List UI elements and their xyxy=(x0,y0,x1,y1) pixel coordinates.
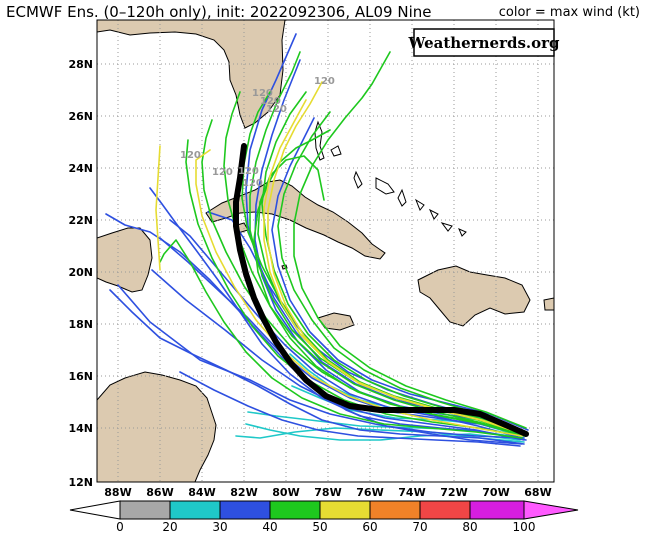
colorbar-segment-3 xyxy=(219,500,271,520)
latitude-labels: 28N 26N 24N 22N 20N 18N 16N 14N 12N xyxy=(68,58,93,489)
hour-label-5: 120 xyxy=(260,96,281,107)
lon-label-86w: 86W xyxy=(146,486,173,499)
ensemble-track xyxy=(267,81,525,435)
colorbar-segment-0 xyxy=(69,500,121,520)
colorbar-segment-9 xyxy=(523,500,579,520)
lon-label-82w: 82W xyxy=(230,486,257,499)
ensemble-track xyxy=(105,213,525,439)
colorbar-segment-6 xyxy=(369,500,421,520)
lon-label-84w: 84W xyxy=(188,486,215,499)
colorbar-segment-7 xyxy=(419,500,471,520)
hour-label-1: 120 xyxy=(180,150,201,161)
lat-label-24n: 24N xyxy=(68,162,93,175)
bahamas-islands xyxy=(314,120,467,237)
hour-label-4: 120 xyxy=(252,88,273,99)
ensemble-track xyxy=(277,111,523,431)
colorbar-tick-100: 100 xyxy=(513,520,536,533)
colorbar-tick-70: 70 xyxy=(412,520,427,533)
ensemble-track xyxy=(261,91,525,433)
puerto-rico-land xyxy=(543,297,554,311)
lat-label-20n: 20N xyxy=(68,266,93,279)
colorbar-segment-1 xyxy=(119,500,171,520)
ensemble-track xyxy=(293,51,527,429)
ensemble-track xyxy=(179,371,521,447)
ensemble-track xyxy=(185,139,525,437)
ensemble-track xyxy=(159,239,523,439)
ensemble-mean-track xyxy=(233,143,529,437)
brand-text: Weathernerds.org xyxy=(407,34,560,52)
wind-colorbar xyxy=(69,500,579,520)
ensemble-track xyxy=(249,51,523,433)
lon-label-68w: 68W xyxy=(524,486,551,499)
colorbar-tick-60: 60 xyxy=(362,520,377,533)
ensemble-track xyxy=(149,187,527,441)
colorbar-tick-50: 50 xyxy=(312,520,327,533)
colorbar-tick-30: 30 xyxy=(212,520,227,533)
forecast-hour-labels: 120 120 120 120 120 120 120 120 xyxy=(180,76,335,189)
colorbar-tick-labels: 0 20 30 40 50 60 70 80 100 xyxy=(116,520,535,533)
ensemble-track xyxy=(155,145,161,271)
ensemble-track xyxy=(109,289,525,445)
chart-title: ECMWF Ens. (0–120h only), init: 20220923… xyxy=(6,3,432,21)
lon-label-78w: 78W xyxy=(314,486,341,499)
lon-label-80w: 80W xyxy=(272,486,299,499)
lat-label-16n: 16N xyxy=(68,370,93,383)
brand-watermark: Weathernerds.org xyxy=(407,28,560,57)
hour-label-2: 120 xyxy=(212,167,233,178)
lat-label-12n: 12N xyxy=(68,476,93,489)
hour-label-7: 120 xyxy=(266,104,287,115)
longitude-labels: 88W 86W 84W 82W 80W 78W 76W 74W 72W 70W … xyxy=(104,486,551,499)
hour-label-8: 120 xyxy=(242,178,263,189)
colorbar-tick-40: 40 xyxy=(262,520,277,533)
map-frame xyxy=(96,19,555,483)
lat-label-18n: 18N xyxy=(68,318,93,331)
lat-label-28n: 28N xyxy=(68,58,93,71)
yucatan-land xyxy=(97,227,153,293)
lat-label-22n: 22N xyxy=(68,214,93,227)
lon-label-88w: 88W xyxy=(104,486,131,499)
lon-label-70w: 70W xyxy=(482,486,509,499)
hour-label-6: 120 xyxy=(314,76,335,87)
colorbar-segment-5 xyxy=(319,500,371,520)
hour-label-3: 120 xyxy=(238,166,259,177)
colorbar-segment-8 xyxy=(469,500,525,520)
central-america-land xyxy=(97,371,217,482)
florida-land xyxy=(97,20,286,129)
lat-label-26n: 26N xyxy=(68,110,93,123)
lon-label-72w: 72W xyxy=(440,486,467,499)
lon-label-74w: 74W xyxy=(398,486,425,499)
lat-label-14n: 14N xyxy=(68,422,93,435)
colorbar-segment-4 xyxy=(269,500,321,520)
color-legend-note: color = max wind (kt) xyxy=(498,5,640,20)
colorbar-segment-2 xyxy=(169,500,221,520)
colorbar-tick-80: 80 xyxy=(462,520,477,533)
hispaniola-land xyxy=(417,265,531,327)
colorbar-tick-20: 20 xyxy=(162,520,177,533)
ensemble-track xyxy=(169,219,523,439)
colorbar-tick-0: 0 xyxy=(116,520,124,533)
lon-label-76w: 76W xyxy=(356,486,383,499)
